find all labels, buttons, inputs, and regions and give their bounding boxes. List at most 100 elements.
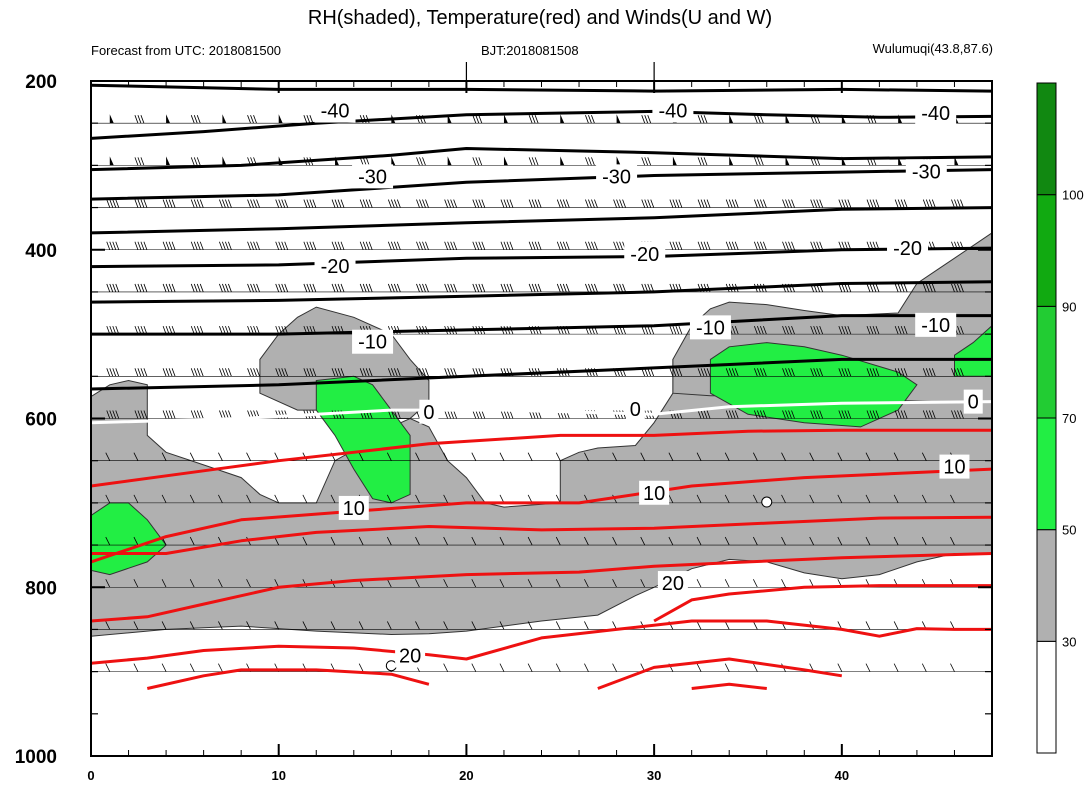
wind-barb-line <box>475 115 480 124</box>
wind-barb-line <box>281 368 286 377</box>
wind-barb-line <box>675 199 680 208</box>
wind-barb-line <box>340 283 345 293</box>
wind-barb-line <box>387 368 392 377</box>
wind-barb-line <box>390 283 395 293</box>
wind-barb-line <box>443 579 449 588</box>
wind-barb-line <box>838 283 843 293</box>
wind-barb-line <box>278 283 283 293</box>
wind-barb-line <box>481 199 486 208</box>
wind-barb-line <box>585 115 589 124</box>
wind-barb-line <box>875 368 880 377</box>
wind-barb-line <box>527 452 533 461</box>
wind-barb-line <box>140 199 145 208</box>
wind-barb-line <box>588 157 592 166</box>
wind-barb-line <box>537 199 542 208</box>
wind-barb-line <box>753 621 758 630</box>
wind-barb-line <box>616 283 620 293</box>
wind-barb-line <box>644 115 649 124</box>
wind-barb-line <box>165 283 170 293</box>
wind-barb-line <box>837 452 843 461</box>
wind-barb-line <box>866 368 871 377</box>
x-tick-label: 30 <box>647 768 661 783</box>
wind-barb-line <box>903 368 908 377</box>
wind-barb-line <box>785 368 789 377</box>
wind-barb-line <box>225 368 229 377</box>
wind-barb-line <box>478 157 483 166</box>
wind-barb-line <box>922 368 927 377</box>
wind-barb-line <box>133 494 139 504</box>
wind-barb-line <box>847 199 852 208</box>
wind-barb-line <box>872 325 877 335</box>
wind-barb-line <box>809 452 815 461</box>
wind-barb-line <box>189 621 195 630</box>
wind-barb-line <box>246 494 251 504</box>
wind-barb-line <box>362 368 367 377</box>
wind-barb-line <box>219 199 223 208</box>
wind-barb-line <box>419 199 423 208</box>
wind-barb-line <box>810 241 815 250</box>
wind-barb-line <box>133 621 139 630</box>
contour-label-bg <box>419 399 439 424</box>
wind-barb-flag <box>898 114 903 124</box>
wind-barb-line <box>900 199 905 208</box>
wind-barb-line <box>168 368 173 377</box>
wind-barb-line <box>785 325 789 335</box>
wind-barb-flag <box>222 156 227 166</box>
wind-barb-line <box>555 579 561 588</box>
wind-barb-line <box>415 579 420 588</box>
contour-label-bg <box>939 454 970 479</box>
wind-barb-line <box>644 157 649 166</box>
wind-barb-line <box>865 494 871 504</box>
wind-barb-line <box>443 452 449 461</box>
wind-barb-line <box>189 536 195 546</box>
wind-barb-line <box>809 536 815 546</box>
wind-barb-line <box>847 368 852 377</box>
wind-barb-line <box>161 621 167 630</box>
wind-barb-line <box>894 368 899 377</box>
wind-barb-line <box>960 410 964 419</box>
wind-barb-line <box>931 199 936 208</box>
wind-barb-line <box>816 368 821 377</box>
wind-barb-line <box>444 283 449 293</box>
wind-barb-line <box>281 199 286 208</box>
wind-barb-line <box>225 410 229 419</box>
colorbar-segment <box>1036 82 1057 196</box>
wind-barb-line <box>416 283 420 293</box>
wind-barb-line <box>134 241 139 250</box>
wind-barb-line <box>472 157 477 166</box>
wind-barb-line <box>444 241 449 250</box>
contour-label-bg <box>657 571 688 596</box>
wind-barb-line <box>509 410 514 419</box>
wind-barb-line <box>278 368 283 377</box>
wind-barb-line <box>731 325 736 335</box>
wind-barb-line <box>728 199 733 208</box>
contour-label-bg <box>639 480 670 505</box>
colorbar-tick-label: 30 <box>1062 634 1076 649</box>
contour-label: 0 <box>968 392 979 414</box>
wind-barb-line <box>162 368 167 377</box>
wind-barb-line <box>334 199 339 208</box>
wind-barb-line <box>137 283 142 293</box>
wind-barb-line <box>897 410 902 419</box>
wind-barb-line <box>312 199 317 208</box>
wind-barb-line <box>365 283 370 293</box>
wind-barb-line <box>415 452 420 461</box>
wind-barb-line <box>678 241 683 250</box>
wind-barb-line <box>365 241 370 250</box>
wind-barb-line <box>734 241 739 250</box>
wind-barb-line <box>782 325 786 335</box>
wind-barb-line <box>246 621 251 630</box>
wind-barb-line <box>957 410 961 419</box>
wind-barb-line <box>954 410 958 419</box>
isotherm-red <box>91 552 992 623</box>
wind-barb-line <box>731 241 736 250</box>
wind-barb-line <box>865 621 871 630</box>
wind-barb-line <box>844 368 849 377</box>
wind-barb-line <box>725 199 730 208</box>
wind-barb-line <box>728 368 733 377</box>
colorbar-segment <box>1036 305 1057 419</box>
wind-barb-line <box>584 452 589 461</box>
wind-barb-line <box>584 579 589 588</box>
wind-barb-line <box>334 241 339 250</box>
wind-barb-line <box>594 241 598 250</box>
